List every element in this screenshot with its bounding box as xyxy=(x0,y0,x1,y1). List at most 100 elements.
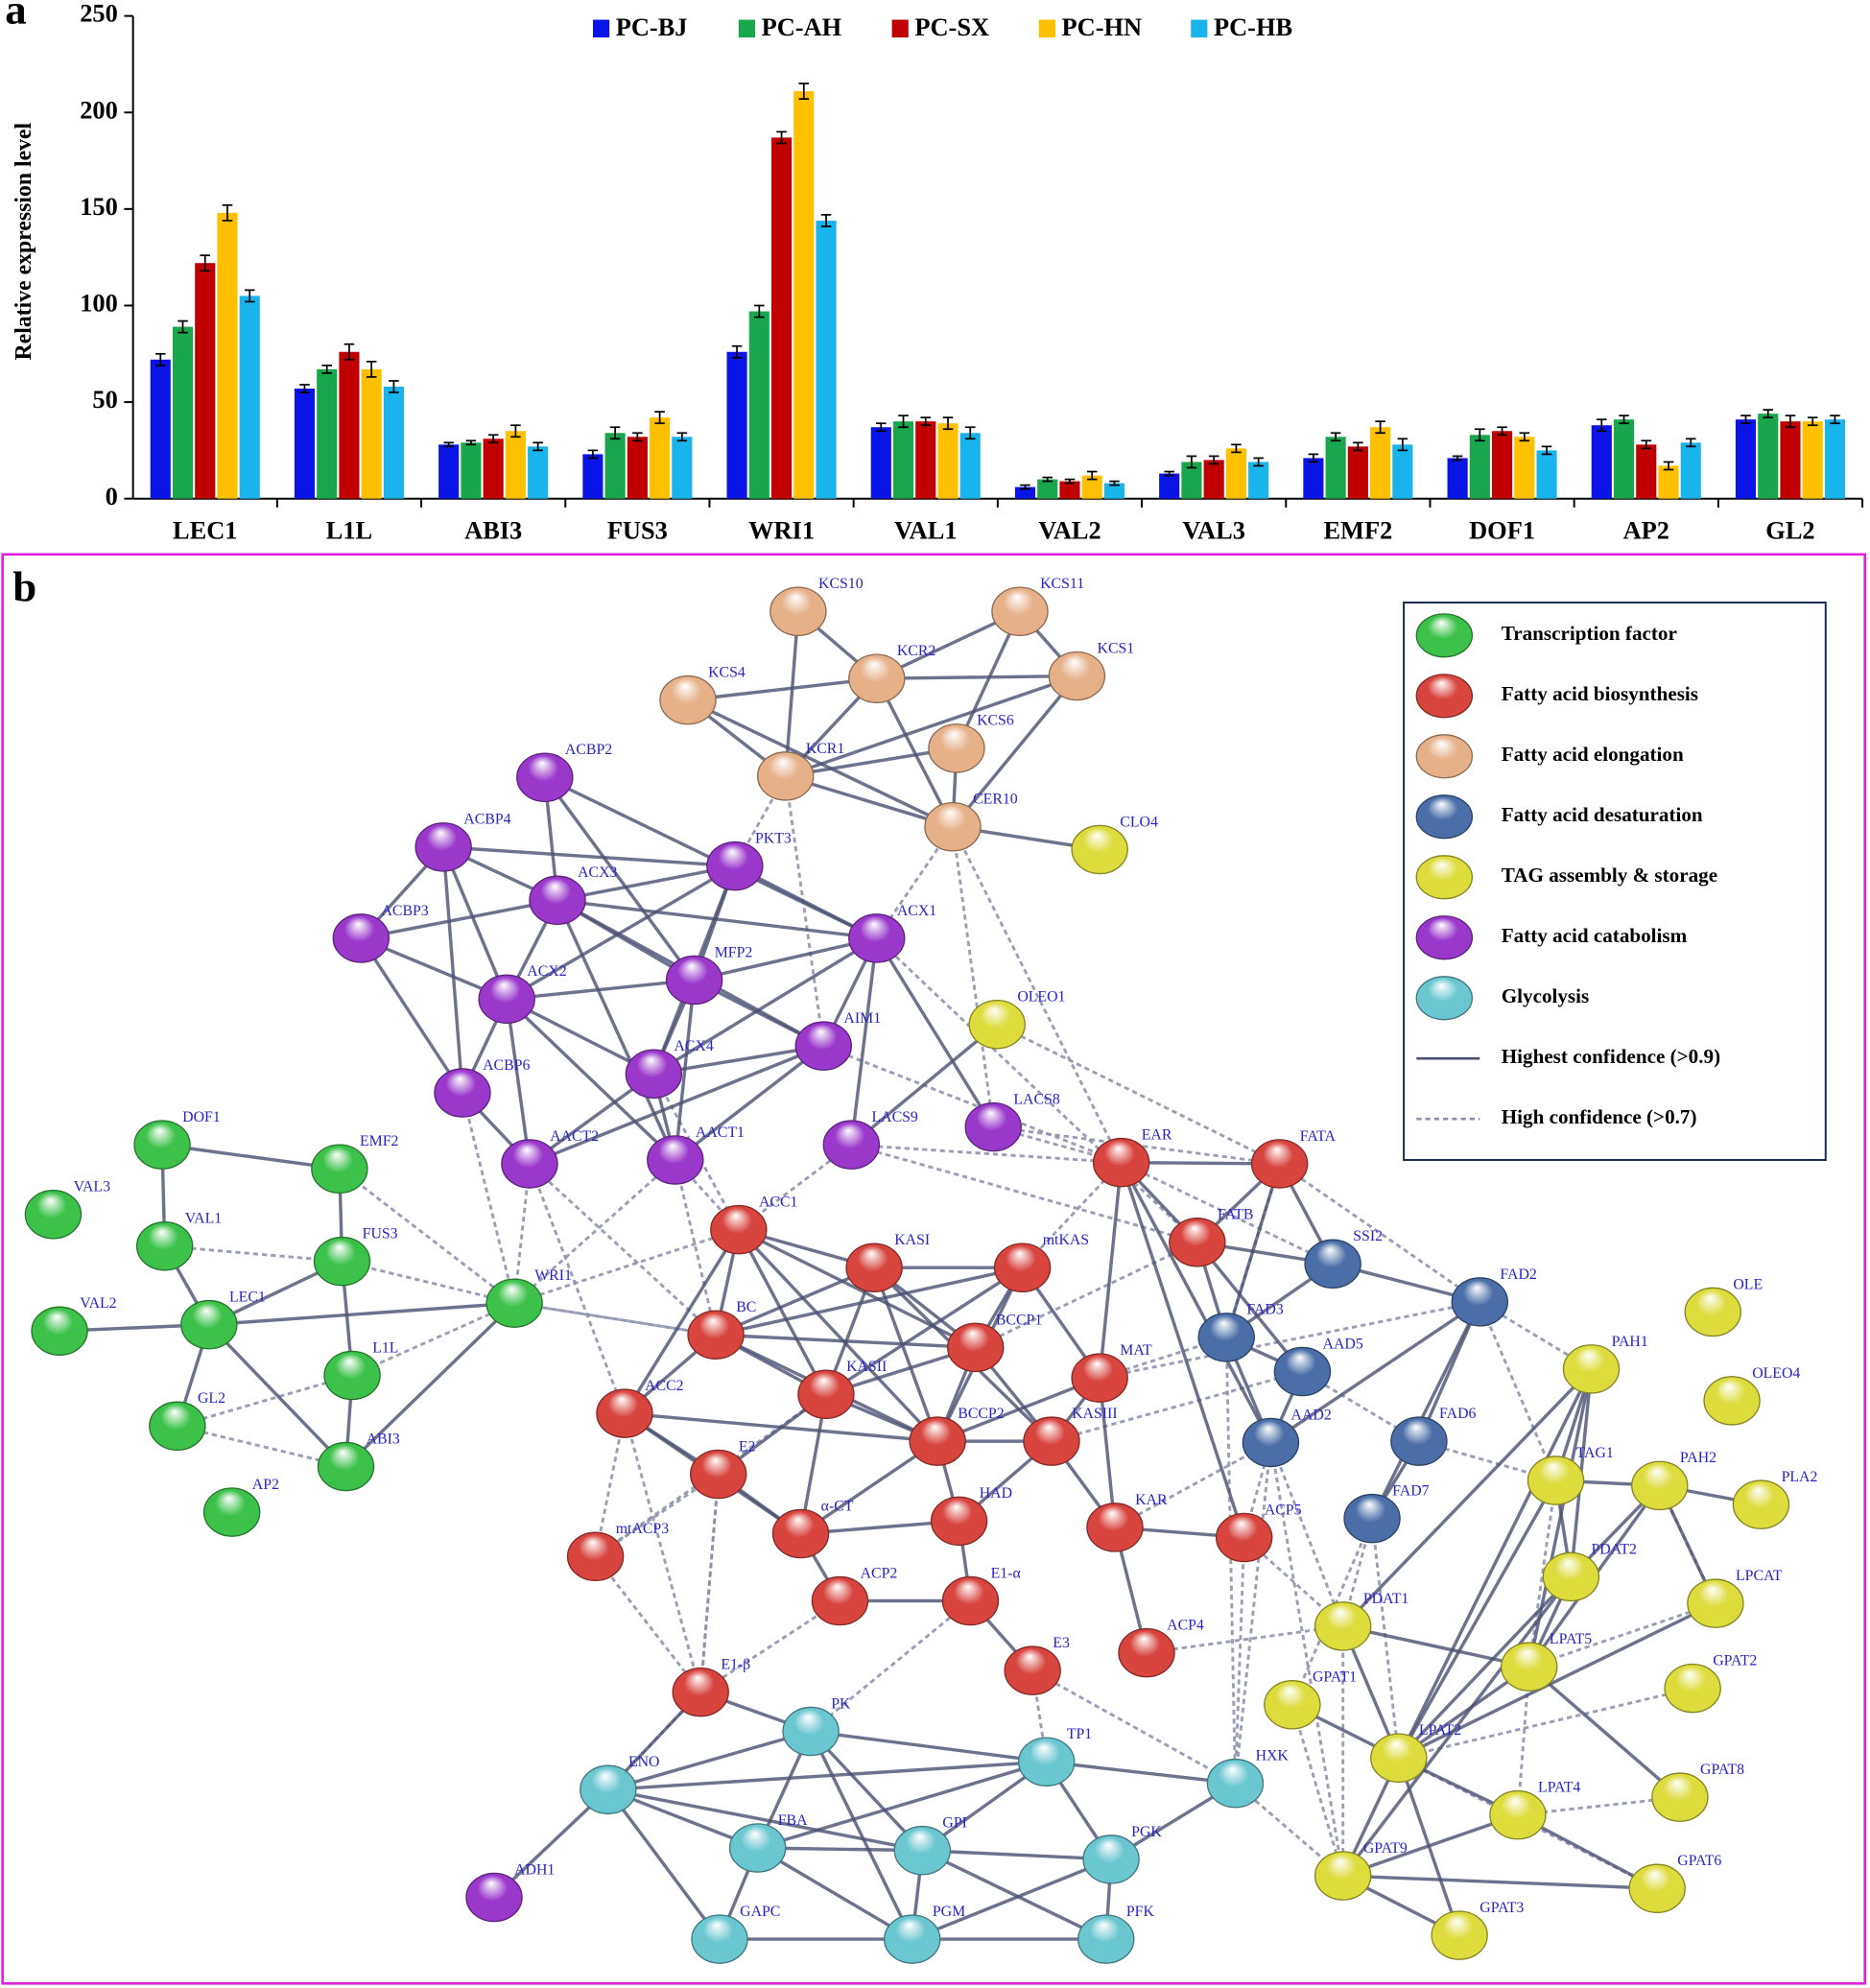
edge xyxy=(1099,1300,1480,1380)
legend-label: Fatty acid elongation xyxy=(1502,743,1684,766)
error-bar xyxy=(820,214,832,227)
edge xyxy=(799,1439,939,1535)
legend-swatch xyxy=(1415,855,1474,900)
node-label: SSI2 xyxy=(1353,1228,1383,1244)
bar xyxy=(1613,419,1635,499)
legend-swatch xyxy=(1415,674,1474,719)
legend-label: Fatty acid catabolism xyxy=(1502,924,1688,947)
edge xyxy=(528,1162,718,1337)
node xyxy=(1215,1512,1273,1563)
node xyxy=(1732,1479,1790,1529)
node-label: FAD7 xyxy=(1392,1483,1429,1500)
node-label: ACBP3 xyxy=(381,903,428,919)
node xyxy=(1071,824,1128,875)
node xyxy=(1048,651,1106,701)
x-tick-label: DOF1 xyxy=(1469,515,1535,544)
node xyxy=(1527,1456,1585,1505)
node-label: GAPC xyxy=(740,1904,780,1920)
node xyxy=(1314,1851,1372,1901)
error-bar xyxy=(1020,484,1030,490)
edge xyxy=(875,677,955,828)
edge xyxy=(623,1412,702,1692)
edge xyxy=(607,1760,1047,1791)
error-bar xyxy=(731,344,743,359)
edge xyxy=(783,611,800,777)
node-label: GPAT9 xyxy=(1363,1840,1408,1857)
node xyxy=(930,1496,988,1547)
node-label: ACX4 xyxy=(674,1038,713,1054)
bar xyxy=(726,351,747,499)
bar xyxy=(937,423,959,499)
legend-label: Glycolysis xyxy=(1502,984,1589,1007)
error-bar xyxy=(343,343,355,361)
node-label: PLA2 xyxy=(1782,1469,1818,1485)
node xyxy=(1562,1344,1621,1394)
x-tick-label: FUS3 xyxy=(607,515,668,544)
node xyxy=(665,955,723,1006)
node xyxy=(687,1310,745,1360)
node-label: GPI xyxy=(942,1815,967,1832)
edge xyxy=(443,845,735,868)
node xyxy=(135,1221,194,1271)
node xyxy=(941,1575,1000,1626)
node xyxy=(1370,1733,1428,1783)
node xyxy=(822,1120,881,1170)
edge xyxy=(715,1266,1023,1337)
node-label: FAD2 xyxy=(1500,1266,1536,1283)
edge xyxy=(505,998,676,1162)
node-label: LPAT2 xyxy=(1419,1722,1461,1739)
node xyxy=(313,1236,371,1287)
error-bar xyxy=(754,304,765,319)
node-label: E1-β xyxy=(721,1656,750,1672)
edge xyxy=(785,674,1077,778)
edge xyxy=(810,1729,1047,1763)
node xyxy=(1489,1789,1547,1840)
edge xyxy=(513,1228,740,1305)
bar xyxy=(1514,437,1535,499)
edge xyxy=(441,846,464,1094)
x-tick-label: L1L xyxy=(326,515,372,544)
node xyxy=(1501,1642,1558,1692)
edge xyxy=(351,1301,515,1377)
node xyxy=(485,1278,543,1328)
node-label: OLEO1 xyxy=(1017,989,1065,1006)
bar xyxy=(1303,458,1324,499)
node-label: ACBP4 xyxy=(463,812,510,828)
node-label: KASII xyxy=(846,1359,887,1375)
node xyxy=(596,1388,653,1438)
bar xyxy=(627,437,648,499)
node-label: BCCP1 xyxy=(996,1312,1042,1328)
edge xyxy=(607,1787,923,1853)
legend-swatch xyxy=(1415,915,1474,960)
edge xyxy=(757,1760,1048,1850)
node xyxy=(928,723,985,773)
edge xyxy=(623,1228,741,1414)
node-label: E3 xyxy=(1053,1635,1070,1651)
node-label: PFK xyxy=(1126,1904,1155,1920)
error-bar xyxy=(244,289,255,303)
edge xyxy=(698,1474,721,1692)
edge xyxy=(1051,1370,1303,1443)
legend-label: Fatty acid biosynthesis xyxy=(1502,682,1698,705)
legend-label: PC-BJ xyxy=(616,12,688,41)
node-label: EMF2 xyxy=(360,1133,399,1149)
edge xyxy=(513,1158,676,1305)
node-label: PK xyxy=(831,1695,851,1712)
x-tick-label: EMF2 xyxy=(1323,515,1392,544)
node xyxy=(845,1242,903,1292)
bar xyxy=(1636,444,1657,499)
edge xyxy=(921,1849,1107,1941)
edge xyxy=(507,978,695,1001)
error-bar xyxy=(1519,432,1530,442)
bar xyxy=(1735,419,1757,499)
edge xyxy=(674,1159,718,1336)
bar xyxy=(1680,442,1701,499)
bar xyxy=(1181,462,1202,499)
edge xyxy=(1031,1668,1237,1785)
legend-swatch xyxy=(1415,976,1474,1021)
bar xyxy=(294,388,316,499)
edge xyxy=(1233,1537,1246,1784)
edge xyxy=(1342,1874,1658,1890)
node-label: BC xyxy=(736,1299,756,1315)
edge xyxy=(849,937,879,1146)
